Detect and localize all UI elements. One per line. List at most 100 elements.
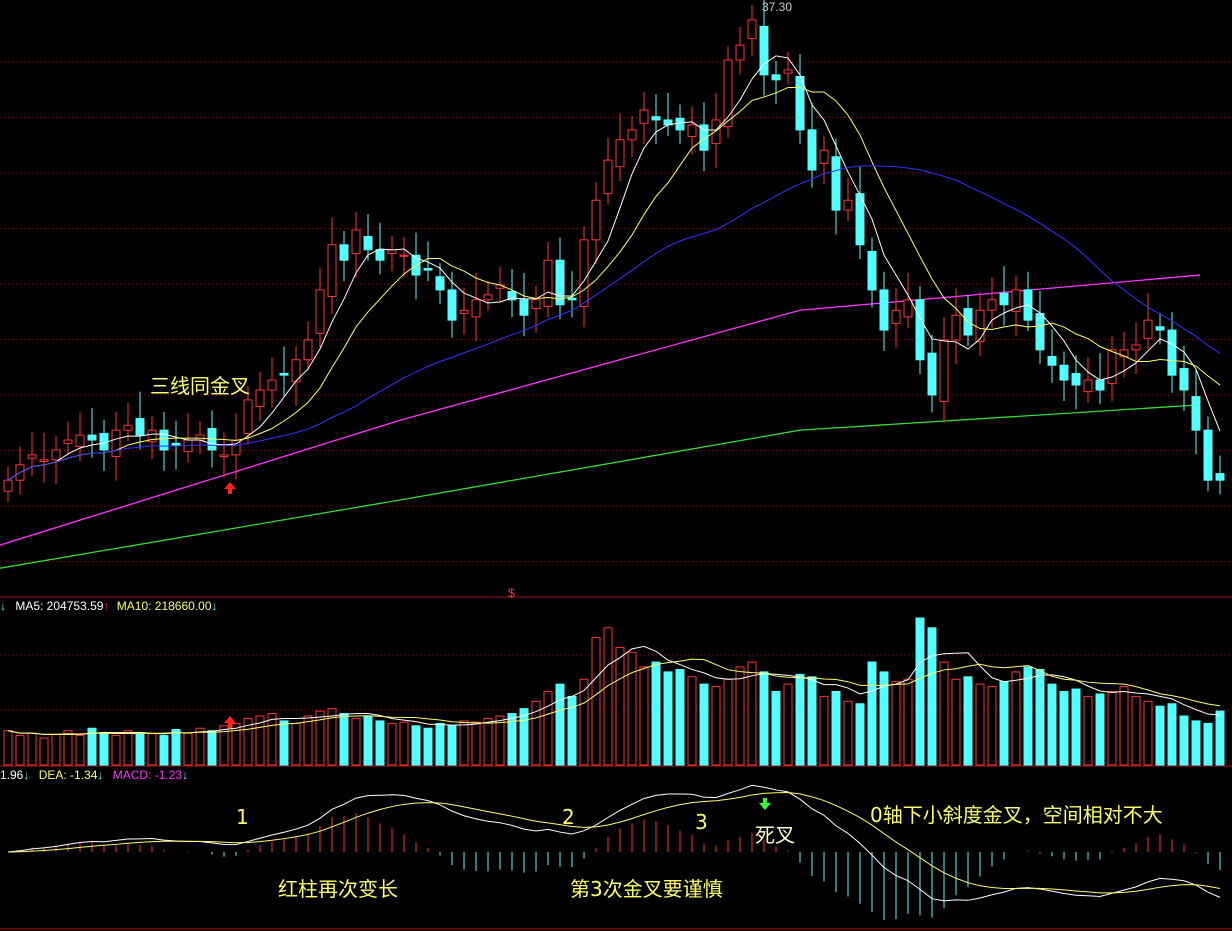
volume-bar bbox=[1143, 700, 1153, 766]
candle-down bbox=[279, 373, 289, 376]
candle-up bbox=[951, 314, 961, 341]
annotation-cross-3: 3 bbox=[695, 810, 708, 834]
macd-legend: 1.96↓ DEA: -1.34↓ MACD: -1.23↓ bbox=[0, 768, 188, 782]
up-arrow-icon: ↑ bbox=[103, 599, 110, 613]
volume-bar bbox=[171, 728, 181, 766]
candle-up bbox=[219, 454, 229, 458]
candle-up bbox=[483, 294, 493, 301]
up-arrow-icon bbox=[224, 482, 236, 494]
candle-down bbox=[927, 352, 937, 396]
candle-down bbox=[999, 292, 1009, 306]
macd-dea-line bbox=[7, 792, 1221, 894]
volume-bar bbox=[1119, 686, 1129, 766]
volume-bar bbox=[603, 627, 613, 766]
candle-up bbox=[903, 299, 913, 318]
candle-up bbox=[723, 59, 733, 128]
candle-up bbox=[687, 124, 697, 137]
candle-up bbox=[843, 199, 853, 211]
candle-up bbox=[1011, 289, 1021, 312]
volume-bar bbox=[1095, 693, 1105, 766]
candle-down bbox=[423, 267, 433, 271]
volume-bar bbox=[87, 727, 97, 766]
volume-bar bbox=[843, 700, 853, 766]
volume-bar bbox=[1107, 691, 1117, 766]
candle-down bbox=[435, 276, 445, 291]
candle-up bbox=[63, 439, 73, 444]
volume-bar bbox=[195, 727, 205, 766]
volume-bar bbox=[375, 720, 385, 766]
volume-bar bbox=[1167, 703, 1177, 766]
candle-down bbox=[1167, 329, 1177, 376]
down-arrow-icon bbox=[759, 798, 771, 810]
volume-bar bbox=[951, 678, 961, 766]
volume-bar bbox=[867, 661, 877, 766]
volume-bar bbox=[483, 717, 493, 766]
volume-bar bbox=[531, 700, 541, 766]
annotation-red-bar-longer: 红柱再次变长 bbox=[278, 877, 398, 901]
candle-down bbox=[795, 76, 805, 131]
candle-up bbox=[639, 109, 649, 124]
macd-dif: 1.96 bbox=[0, 768, 24, 782]
candle-up bbox=[603, 159, 613, 195]
volume-bar bbox=[51, 733, 61, 766]
candle-up bbox=[627, 129, 637, 141]
candle-down bbox=[507, 291, 517, 301]
candle-up bbox=[111, 429, 121, 458]
volume-bar bbox=[807, 676, 817, 766]
volume-bar bbox=[1191, 720, 1201, 766]
candle-up bbox=[255, 389, 265, 407]
annotation-dead-cross: 死叉 bbox=[755, 823, 795, 847]
volume-bar bbox=[759, 671, 769, 766]
volume-bar bbox=[279, 720, 289, 766]
volume-bar bbox=[1131, 695, 1141, 766]
volume-bar bbox=[663, 671, 673, 766]
volume-bar bbox=[159, 735, 169, 766]
volume-bar bbox=[1071, 688, 1081, 766]
volume-bar bbox=[303, 715, 313, 766]
volume-bar bbox=[1083, 695, 1093, 766]
volume-bar bbox=[519, 708, 529, 766]
candle-down bbox=[87, 434, 97, 441]
volume-bar bbox=[147, 732, 157, 766]
candle-up bbox=[1083, 379, 1093, 393]
candle-up bbox=[783, 69, 793, 74]
candle-up bbox=[75, 434, 85, 448]
candle-down bbox=[1191, 396, 1201, 431]
candle-up bbox=[1143, 319, 1153, 339]
volume-bar bbox=[459, 720, 469, 766]
candle-up bbox=[327, 244, 337, 298]
volume-bar bbox=[627, 651, 637, 766]
vol-ma5: MA5: 204753.59 bbox=[15, 599, 104, 613]
candle-up bbox=[615, 139, 625, 168]
candle-up bbox=[303, 339, 313, 361]
ma-line-long bbox=[0, 274, 1201, 546]
volume-bar bbox=[411, 725, 421, 766]
annotation-golden-cross: 三线同金叉 bbox=[150, 374, 250, 398]
volume-legend: ↓ MA5: 204753.59↑ MA10: 218660.00↓ bbox=[0, 599, 218, 613]
ma-line-long bbox=[0, 404, 1201, 569]
candle-up bbox=[27, 454, 37, 459]
volume-bar bbox=[999, 681, 1009, 766]
volume-bar bbox=[879, 671, 889, 766]
volume-bar bbox=[855, 703, 865, 766]
ma-line-30 bbox=[7, 165, 1221, 481]
volume-bar bbox=[579, 678, 589, 766]
down-arrow-icon: ↓ bbox=[23, 768, 30, 782]
candle-up bbox=[147, 429, 157, 443]
candle-down bbox=[1095, 379, 1105, 391]
volume-bar bbox=[111, 735, 121, 766]
down-arrow-icon: ↓ bbox=[0, 599, 6, 613]
candle-down bbox=[1179, 368, 1189, 391]
volume-bar bbox=[123, 730, 133, 766]
volume-bar bbox=[783, 683, 793, 766]
up-arrow-icon bbox=[224, 716, 236, 728]
volume-bar bbox=[435, 722, 445, 766]
volume-bar bbox=[1203, 722, 1213, 766]
candle-up bbox=[51, 449, 61, 461]
candle-down bbox=[1035, 313, 1045, 351]
candle-down bbox=[1047, 355, 1057, 366]
volume-bar bbox=[987, 686, 997, 766]
ma-line-5 bbox=[7, 55, 1221, 481]
candle-down bbox=[363, 236, 373, 251]
volume-bar bbox=[819, 695, 829, 766]
